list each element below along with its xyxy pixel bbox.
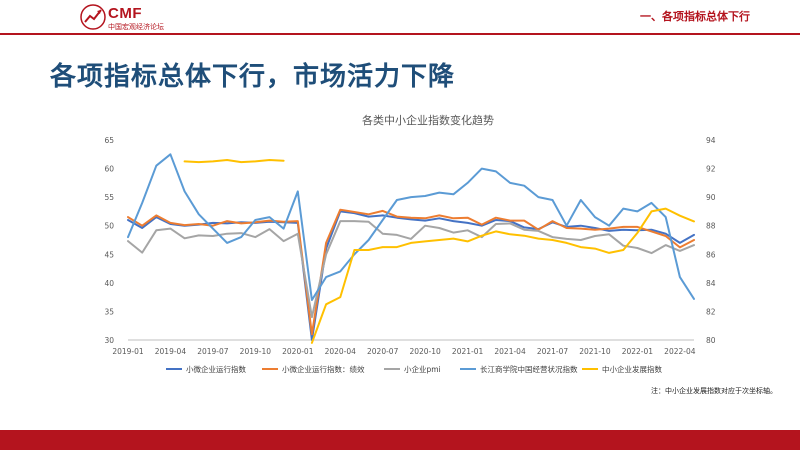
page-title: 各项指标总体下行，市场活力下降: [50, 62, 456, 92]
chart-axes: 30 35 40 45 50 55 60 65 80 82 84 86 88 90 92 94 2019-01 2…: [104, 136, 715, 356]
series-line: [127, 220, 695, 319]
x-tick-label: 2019-01: [112, 347, 144, 356]
y-left-tick-label: 55: [104, 193, 114, 202]
legend-label: 小微企业运行指数：绩效: [282, 364, 365, 374]
x-tick-label: 2022-01: [622, 347, 654, 356]
y-left-tick-label: 65: [104, 136, 114, 145]
section-title: 一、各项指标总体下行: [640, 10, 750, 23]
chart-note: 注：中小企业发展指数对应于次坐标轴。: [651, 386, 777, 395]
y-right-tick-label: 88: [706, 222, 716, 231]
logo-chart-icon: [80, 4, 106, 30]
logo-text: CMF: [108, 5, 142, 22]
header: CMF 中国宏观经济论坛 一、各项指标总体下行: [0, 0, 800, 35]
logo-subtitle: 中国宏观经济论坛: [108, 23, 164, 31]
y-left-tick-label: 40: [104, 279, 114, 288]
series-line: [127, 153, 695, 301]
x-tick-label: 2019-04: [155, 347, 187, 356]
line-chart: 各类中小企业指数变化趋势 30 35 40 45 50 55 60 65 80 82 84 86 88 9…: [104, 113, 777, 395]
y-left-tick-label: 50: [104, 222, 114, 231]
x-tick-label: 2020-07: [367, 347, 399, 356]
y-right-tick-label: 94: [706, 136, 716, 145]
legend-label: 小微企业运行指数: [186, 364, 246, 374]
y-right-tick-label: 82: [706, 307, 716, 316]
series-line: [127, 208, 695, 336]
legend-label: 长江商学院中国经营状况指数: [480, 364, 578, 374]
legend-label: 小企业pmi: [404, 364, 441, 374]
x-tick-label: 2022-04: [664, 347, 696, 356]
series-line: [127, 210, 695, 341]
x-tick-label: 2021-01: [452, 347, 484, 356]
chart-series: [127, 153, 695, 344]
x-tick-label: 2020-04: [325, 347, 357, 356]
legend-label: 中小企业发展指数: [602, 364, 662, 374]
x-tick-label: 2019-07: [197, 347, 229, 356]
x-tick-label: 2020-01: [282, 347, 314, 356]
cmf-logo: CMF 中国宏观经济论坛: [80, 4, 200, 32]
x-tick-label: 2020-10: [409, 347, 441, 356]
x-tick-label: 2021-07: [537, 347, 569, 356]
y-right-tick-label: 92: [706, 165, 716, 174]
y-right-tick-label: 84: [706, 279, 716, 288]
x-tick-label: 2019-10: [240, 347, 272, 356]
x-tick-label: 2021-10: [579, 347, 611, 356]
x-tick-label: 2021-04: [494, 347, 526, 356]
series-line: [183, 159, 695, 344]
y-left-tick-label: 35: [104, 307, 114, 316]
y-right-tick-label: 86: [706, 250, 716, 259]
y-right-tick-label: 80: [706, 336, 716, 345]
y-left-tick-label: 30: [104, 336, 114, 345]
y-right-tick-label: 90: [706, 193, 716, 202]
header-rule: [0, 33, 800, 35]
footer-bar: [0, 430, 800, 450]
y-left-tick-label: 45: [104, 250, 114, 259]
chart-title: 各类中小企业指数变化趋势: [362, 113, 494, 127]
y-left-tick-label: 60: [104, 165, 114, 174]
chart-legend: 小微企业运行指数 小微企业运行指数：绩效 小企业pmi 长江商学院中国经营状况指数 中小…: [166, 364, 662, 374]
